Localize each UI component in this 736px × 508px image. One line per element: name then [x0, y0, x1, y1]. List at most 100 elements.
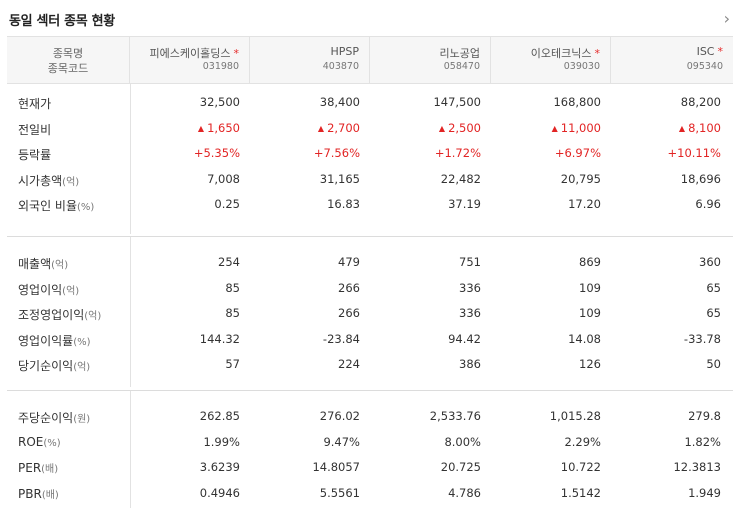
table-cell: 18,696 [680, 171, 721, 186]
stock-code: 039030 [563, 61, 600, 72]
table-cell: 479 [338, 255, 360, 269]
table-cell: 0.25 [214, 197, 240, 211]
table-cell: 1.82% [684, 434, 721, 449]
row-label: ROE(%) [18, 434, 61, 449]
row-label: 조정영업이익(억) [18, 308, 102, 322]
column-divider [130, 84, 131, 234]
table-cell: 20,795 [560, 171, 601, 186]
stock-code: 095340 [686, 61, 723, 72]
table-cell: 4.786 [448, 485, 481, 500]
table-cell: +6.97% [554, 146, 601, 160]
table-cell: 336 [459, 306, 481, 320]
table-cell: +10.11% [667, 146, 722, 160]
table-cell: 7,008 [207, 171, 240, 186]
table-row: ROE(%) 1.99% 9.47% 8.00% 2.29% 1.82% [7, 430, 733, 455]
table-cell: 266 [338, 280, 360, 295]
table-cell: ▲ 2,500 [438, 120, 481, 135]
table-cell: 12.3813 [673, 460, 721, 474]
table-cell: 0.4946 [199, 485, 240, 500]
table-cell: 6.96 [695, 197, 721, 211]
stock-name-link[interactable]: 리노공업 [439, 47, 480, 60]
row-label: 전일비 [18, 122, 52, 137]
table-cell: 279.8 [688, 409, 721, 423]
table-cell: 20.725 [440, 460, 481, 474]
row-unit: (%) [77, 202, 95, 213]
row-unit: (억) [62, 285, 80, 297]
table-cell: 14.8057 [312, 460, 360, 474]
table-cell: -33.78 [683, 331, 721, 346]
table-cell: ▲ 2,700 [317, 120, 360, 135]
stock-name-header: 종목명 [52, 47, 84, 60]
table-cell: 22,482 [440, 171, 481, 186]
table-cell: 168,800 [553, 95, 601, 109]
table-cell: 5.5561 [319, 485, 360, 500]
row-unit: (원) [73, 414, 91, 425]
stock-header-3: 리노공업 058470 [370, 37, 491, 83]
table-cell: 126 [579, 357, 601, 371]
up-triangle-icon: ▲ [678, 123, 686, 133]
row-label: 시가총액(억) [18, 173, 80, 188]
table-cell: 50 [706, 357, 721, 371]
table-cell: 1,015.28 [549, 409, 601, 423]
stock-code: 031980 [202, 61, 239, 72]
star-mark: * [594, 47, 601, 60]
table-cell: 254 [218, 255, 240, 269]
table-row: 영업이익률(%) 144.32 -23.84 94.42 14.08 -33.78 [7, 327, 733, 352]
table-row: 매출액(억) 254 479 751 869 360 [7, 250, 733, 275]
row-label: 현재가 [18, 97, 52, 111]
table-row: PER(배) 3.6239 14.8057 20.725 10.722 12.3813 [7, 455, 733, 480]
table-cell: 1.99% [203, 434, 240, 449]
table-cell: 336 [459, 280, 481, 295]
table-cell: +7.56% [313, 146, 360, 160]
table-cell: 10.722 [560, 460, 601, 474]
table-cell: 65 [706, 280, 721, 295]
table-cell: 276.02 [319, 409, 360, 423]
column-divider [130, 390, 131, 508]
table-row: 전일비 ▲ 1,650 ▲ 2,700 ▲ 2,500 ▲ 11,000 ▲ 8,100 [7, 116, 733, 141]
row-unit: (배) [41, 464, 59, 475]
table-row: PBR(배) 0.4946 5.5561 4.786 1.5142 1.949 [7, 481, 733, 506]
stock-header-5: ISC * 095340 [611, 37, 733, 83]
row-label: 등락률 [18, 148, 52, 162]
stock-name-link[interactable]: ISC [696, 45, 715, 58]
chevron-right-icon[interactable]: › [723, 9, 730, 28]
row-unit: (억) [62, 176, 80, 188]
stock-name-link[interactable]: 이오테크닉스 [530, 47, 592, 60]
row-unit: (%) [73, 336, 91, 348]
table-cell: 266 [338, 306, 360, 320]
table-cell: 869 [579, 255, 601, 269]
group-separator [7, 236, 733, 237]
table-cell: +5.35% [193, 146, 240, 160]
star-mark: * [233, 47, 240, 60]
table-cell: ▲ 1,650 [197, 120, 240, 135]
table-cell: 57 [225, 357, 240, 371]
table-cell: 88,200 [680, 95, 721, 109]
table-cell: 14.08 [568, 331, 601, 346]
table-row: 당기순이익(억) 57 224 386 126 50 [7, 352, 733, 377]
stock-name-link[interactable]: HPSP [330, 45, 359, 58]
column-divider [130, 236, 131, 387]
stock-code-header: 종목코드 [47, 62, 89, 75]
table-header: 종목명 종목코드 피에스케이홀딩스 * 031980 HPSP 403870 리노… [7, 36, 733, 84]
table-cell: 2.29% [564, 434, 601, 449]
row-label: PBR(배) [18, 486, 59, 501]
row-label: 영업이익(억) [18, 282, 80, 297]
group-separator [7, 390, 733, 391]
table-cell: 9.47% [323, 434, 360, 449]
table-cell: ▲ 11,000 [551, 120, 601, 135]
stock-name-link[interactable]: 피에스케이홀딩스 [149, 47, 231, 60]
stock-code: 403870 [322, 61, 359, 72]
table-cell: 85 [225, 306, 240, 320]
row-label: PER(배) [18, 461, 59, 475]
table-cell: 94.42 [448, 331, 481, 346]
stock-code: 058470 [443, 61, 480, 72]
header-label-cell: 종목명 종목코드 [7, 37, 130, 83]
table-cell: 85 [225, 280, 240, 295]
table-row: 주당순이익(원) 262.85 276.02 2,533.76 1,015.28 279.… [7, 404, 733, 429]
table-cell: 16.83 [327, 197, 360, 211]
row-unit: (배) [41, 489, 59, 501]
row-label: 매출액(억) [18, 257, 69, 271]
star-mark: * [717, 45, 724, 58]
table-cell: 37.19 [448, 197, 481, 211]
up-triangle-icon: ▲ [317, 123, 325, 133]
